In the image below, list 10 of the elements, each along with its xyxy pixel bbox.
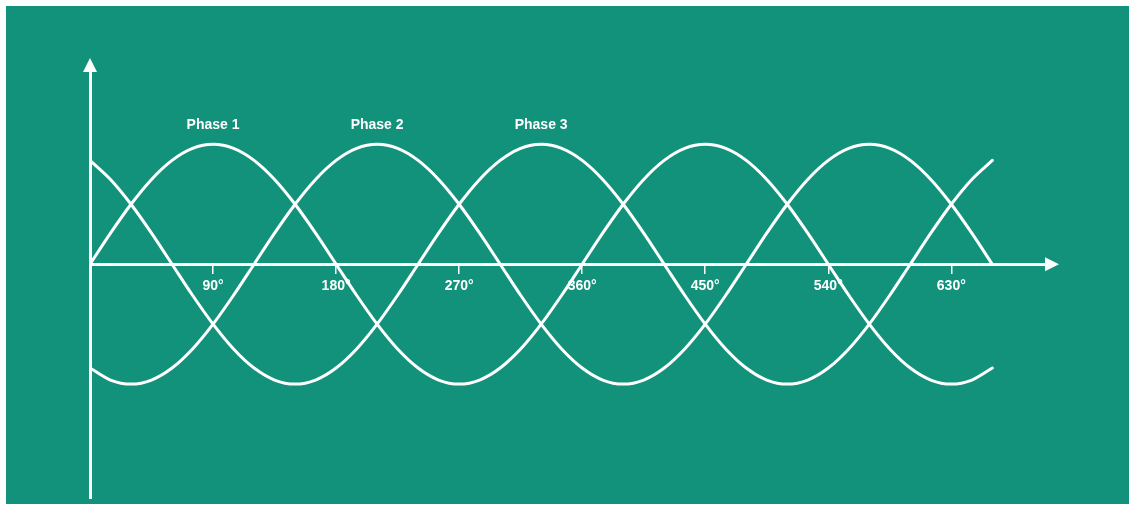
x-tick-label: 180°	[321, 277, 351, 294]
series-label: Phase 1	[186, 116, 240, 133]
x-tick-label: 360°	[567, 277, 597, 294]
x-tick-label: 450°	[690, 277, 720, 294]
x-tick-label: 540°	[813, 277, 843, 294]
series-label: Phase 3	[514, 116, 568, 133]
x-tick-label: 270°	[444, 277, 474, 294]
x-tick-label: 630°	[936, 277, 966, 294]
x-tick-label: 90°	[202, 277, 224, 294]
series-label: Phase 2	[350, 116, 404, 133]
